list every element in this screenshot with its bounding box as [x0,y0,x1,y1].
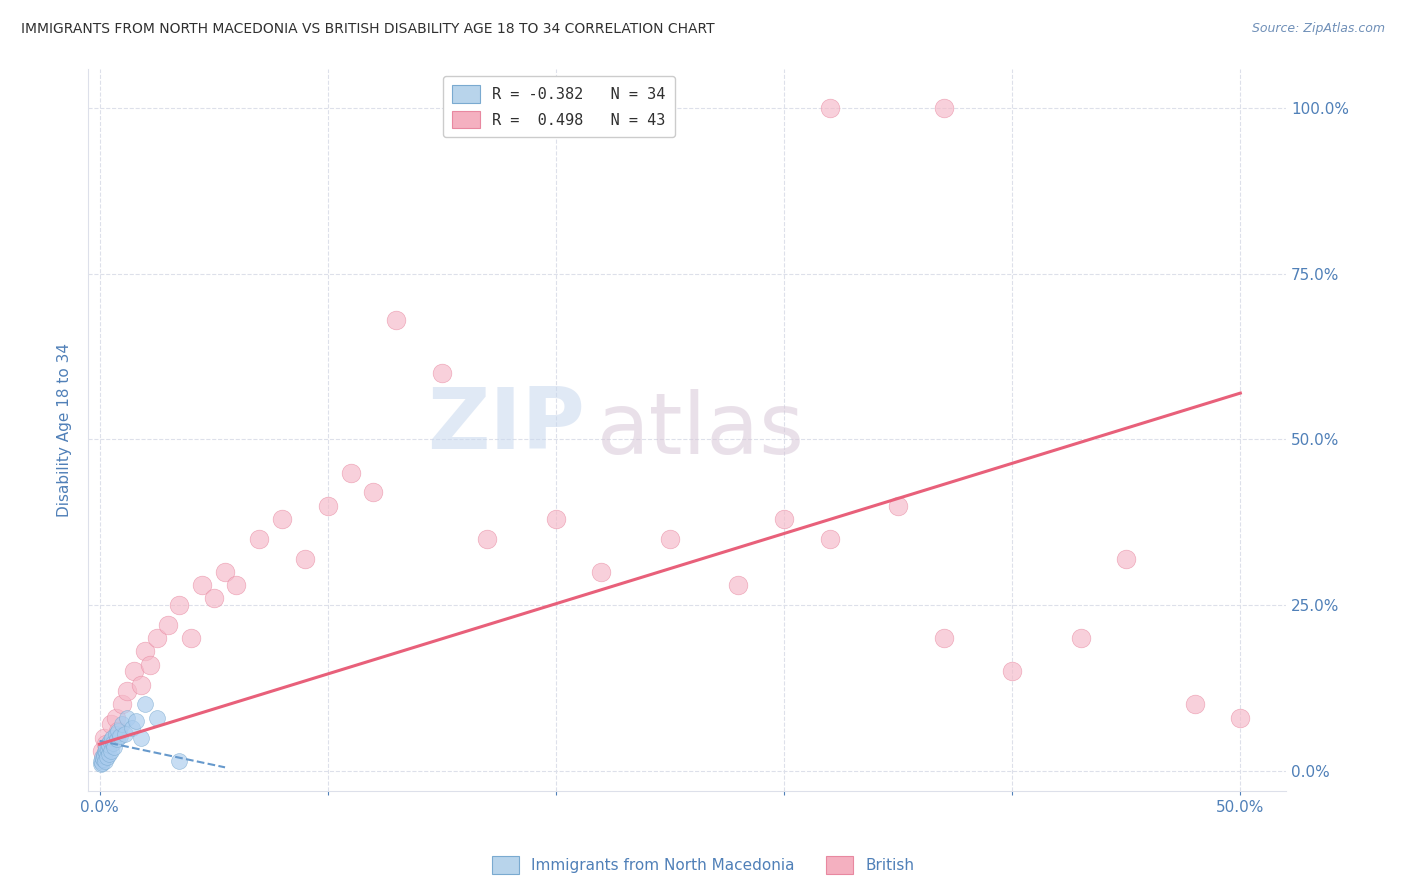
Point [145,711,167,725]
Point [932,101,955,115]
Point [93,744,115,758]
Point [107,723,129,738]
Point [121,721,143,735]
Legend: Immigrants from North Macedonia, British: Immigrants from North Macedonia, British [485,850,921,880]
Point [104,711,127,725]
Point [93,749,115,764]
Legend: R = -0.382   N = 34, R =  0.498   N = 43: R = -0.382 N = 34, R = 0.498 N = 43 [443,76,675,137]
Point [93,731,115,745]
Point [94,754,117,768]
Point [1070,631,1092,645]
Point [98,734,121,748]
Point [115,684,138,698]
Point [247,532,270,546]
Point [773,512,796,526]
Point [90,756,112,770]
Point [98,739,121,753]
Point [134,644,156,658]
Point [108,729,131,743]
Point [727,578,749,592]
Point [430,366,453,380]
Text: ZIP: ZIP [427,384,585,467]
Point [818,101,841,115]
Point [544,512,567,526]
Point [1184,698,1206,712]
Point [96,742,118,756]
Point [96,740,118,755]
Point [658,532,681,546]
Point [96,750,118,764]
Point [316,499,339,513]
Point [100,717,122,731]
Point [214,565,236,579]
Point [111,698,134,712]
Point [180,631,202,645]
Point [169,598,191,612]
Point [100,744,122,758]
Point [104,727,127,741]
Point [294,551,316,566]
Point [363,485,385,500]
Point [932,631,955,645]
Point [125,714,148,728]
Point [93,747,115,761]
Point [339,466,361,480]
Point [156,618,179,632]
Point [111,717,134,731]
Text: IMMIGRANTS FROM NORTH MACEDONIA VS BRITISH DISABILITY AGE 18 TO 34 CORRELATION C: IMMIGRANTS FROM NORTH MACEDONIA VS BRITI… [21,22,714,37]
Point [90,757,112,772]
Point [1001,665,1024,679]
Point [385,313,408,327]
Point [91,752,114,766]
Text: Source: ZipAtlas.com: Source: ZipAtlas.com [1251,22,1385,36]
Point [90,744,112,758]
Point [96,737,118,751]
Point [97,747,120,761]
Point [818,532,841,546]
Point [105,731,128,746]
Point [139,657,162,672]
Point [129,731,152,745]
Point [1229,711,1251,725]
Point [107,723,129,738]
Point [101,731,124,745]
Point [477,532,499,546]
Point [134,698,156,712]
Y-axis label: Disability Age 18 to 34: Disability Age 18 to 34 [58,343,72,516]
Point [122,665,145,679]
Point [225,578,247,592]
Point [129,677,152,691]
Point [202,591,225,606]
Point [145,631,167,645]
Point [103,736,125,750]
Point [1115,551,1137,566]
Text: atlas: atlas [598,390,806,473]
Point [91,750,114,764]
Point [169,754,191,768]
Point [90,754,112,768]
Point [103,740,125,755]
Point [94,745,117,759]
Point [591,565,613,579]
Point [114,727,136,741]
Point [887,499,910,513]
Point [191,578,214,592]
Point [271,512,294,526]
Point [97,737,120,751]
Point [115,711,138,725]
